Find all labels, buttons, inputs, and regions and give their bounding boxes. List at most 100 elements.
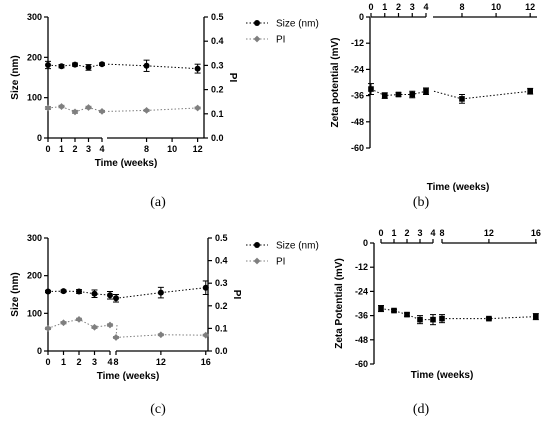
y-tick-label: 100 bbox=[27, 308, 42, 318]
legend-marker-a-0 bbox=[254, 20, 260, 26]
y2-tick-label: 0.4 bbox=[215, 256, 228, 266]
x-tick-label: 1 bbox=[391, 228, 396, 238]
x-tick-label: 1 bbox=[61, 357, 66, 367]
y-tick-label: 200 bbox=[27, 52, 42, 62]
y-tick-label: -60 bbox=[351, 143, 364, 153]
data-point-d-0 bbox=[430, 316, 436, 323]
y-axis-label: Size (nm) bbox=[10, 55, 21, 99]
x-tick-label: 8 bbox=[459, 2, 464, 12]
y2-tick-label: 0.4 bbox=[211, 36, 224, 46]
x-tick-label: 12 bbox=[156, 357, 166, 367]
data-point-d-0 bbox=[486, 315, 492, 322]
data-point-a-1 bbox=[194, 104, 202, 112]
data-point-b-0 bbox=[381, 92, 388, 99]
x-tick-label: 10 bbox=[491, 2, 501, 12]
x-tick-label: 10 bbox=[167, 144, 177, 154]
data-point-c-0 bbox=[107, 292, 113, 299]
legend-marker-a-1 bbox=[253, 35, 261, 43]
panel-label-c: (c) bbox=[150, 402, 166, 417]
data-point-c-0 bbox=[76, 288, 82, 295]
data-point-a-0 bbox=[72, 61, 78, 68]
data-point-c-1 bbox=[157, 331, 165, 339]
data-point-a-0 bbox=[99, 61, 105, 68]
series-line-a-1-1 bbox=[146, 107, 198, 111]
y-axis-label: Zeta potential (mV) bbox=[330, 37, 341, 127]
data-point-a-0 bbox=[143, 62, 150, 69]
x-axis-label: Time (weeks) bbox=[95, 158, 158, 169]
chart-c: 0 100 200 300 0.0 0.1 0.2 0.3 0.4 0.5 0 1 2 3 4 8 12 16 Ti… bbox=[10, 233, 319, 382]
x-tick-label: 2 bbox=[404, 228, 409, 238]
data-point-c-1 bbox=[106, 321, 114, 329]
y2-tick-label: 0.2 bbox=[211, 85, 224, 95]
y-tick-label: 300 bbox=[27, 12, 42, 22]
x-tick-label: 4 bbox=[99, 144, 104, 154]
panel-label-b: (b) bbox=[413, 195, 430, 210]
data-point-b-0 bbox=[459, 96, 465, 102]
series-line-c-0-1 bbox=[115, 287, 206, 299]
series-line-c-1-1 bbox=[115, 334, 206, 338]
data-point-d-0 bbox=[404, 311, 410, 318]
data-point-c-1 bbox=[44, 325, 52, 332]
series-line-a-0-bridge bbox=[107, 63, 147, 67]
data-point-a-0 bbox=[58, 63, 65, 70]
data-point-b-0 bbox=[395, 91, 402, 98]
x-axis-label: Time (weeks) bbox=[97, 371, 160, 382]
y-tick-label: -48 bbox=[355, 335, 368, 345]
x-tick-label: 0 bbox=[378, 228, 383, 238]
y-axis-label: Zeta Potential (mV) bbox=[334, 258, 345, 349]
y-tick-label: -12 bbox=[355, 262, 368, 272]
data-point-b-0 bbox=[368, 86, 374, 92]
x-axis-label: Time (weeks) bbox=[411, 370, 474, 381]
data-point-c-1 bbox=[75, 315, 83, 323]
data-point-c-0 bbox=[113, 295, 119, 302]
legend-label-c-0: Size (nm) bbox=[276, 241, 319, 252]
panel-label-d: (d) bbox=[413, 402, 430, 417]
data-point-d-0 bbox=[533, 313, 539, 320]
data-point-c-1 bbox=[91, 323, 98, 331]
y-tick-label: 0 bbox=[359, 12, 364, 22]
legend-label-a-1: PI bbox=[276, 35, 285, 46]
x-axis-label: Time (weeks) bbox=[427, 182, 490, 193]
series-line-b-0-1 bbox=[461, 90, 531, 100]
panel-label-a: (a) bbox=[150, 195, 166, 210]
legend-marker-c-1 bbox=[253, 257, 261, 265]
x-tick-label: 12 bbox=[525, 2, 535, 12]
data-point-a-1 bbox=[98, 107, 106, 115]
x-tick-label: 1 bbox=[382, 2, 387, 12]
y-tick-label: -24 bbox=[351, 64, 364, 74]
data-point-b-0 bbox=[409, 91, 416, 98]
x-tick-label: 0 bbox=[45, 144, 50, 154]
x-tick-label: 16 bbox=[201, 357, 211, 367]
y2-tick-label: 0.1 bbox=[211, 109, 224, 119]
legend-marker-c-0 bbox=[254, 242, 260, 248]
y-axis-label: Size (nm) bbox=[10, 272, 21, 316]
data-point-c-1 bbox=[112, 334, 120, 341]
data-point-d-0 bbox=[439, 315, 445, 322]
data-point-a-1 bbox=[58, 103, 65, 110]
data-point-c-0 bbox=[60, 288, 67, 295]
y2-tick-label: 0.5 bbox=[211, 12, 224, 22]
x-tick-label: 3 bbox=[92, 357, 97, 367]
y-tick-label: -60 bbox=[355, 359, 368, 369]
data-point-d-0 bbox=[391, 307, 397, 314]
data-point-a-1 bbox=[85, 104, 92, 111]
y-tick-label: 100 bbox=[27, 93, 42, 103]
x-tick-label: 4 bbox=[430, 228, 435, 238]
y-tick-label: -48 bbox=[351, 117, 364, 127]
y-tick-label: 300 bbox=[27, 233, 42, 243]
x-tick-label: 8 bbox=[144, 144, 149, 154]
data-point-b-0 bbox=[423, 88, 429, 95]
x-tick-label: 2 bbox=[76, 357, 81, 367]
y-tick-label: -12 bbox=[351, 38, 364, 48]
data-point-d-0 bbox=[378, 305, 384, 312]
x-tick-label: 16 bbox=[531, 228, 541, 238]
data-point-c-0 bbox=[91, 290, 98, 297]
y2-tick-label: 0.2 bbox=[215, 301, 228, 311]
data-point-a-1 bbox=[71, 108, 79, 116]
x-tick-label: 0 bbox=[368, 2, 373, 12]
y-tick-label: 0 bbox=[363, 238, 368, 248]
x-tick-label: 4 bbox=[107, 357, 112, 367]
